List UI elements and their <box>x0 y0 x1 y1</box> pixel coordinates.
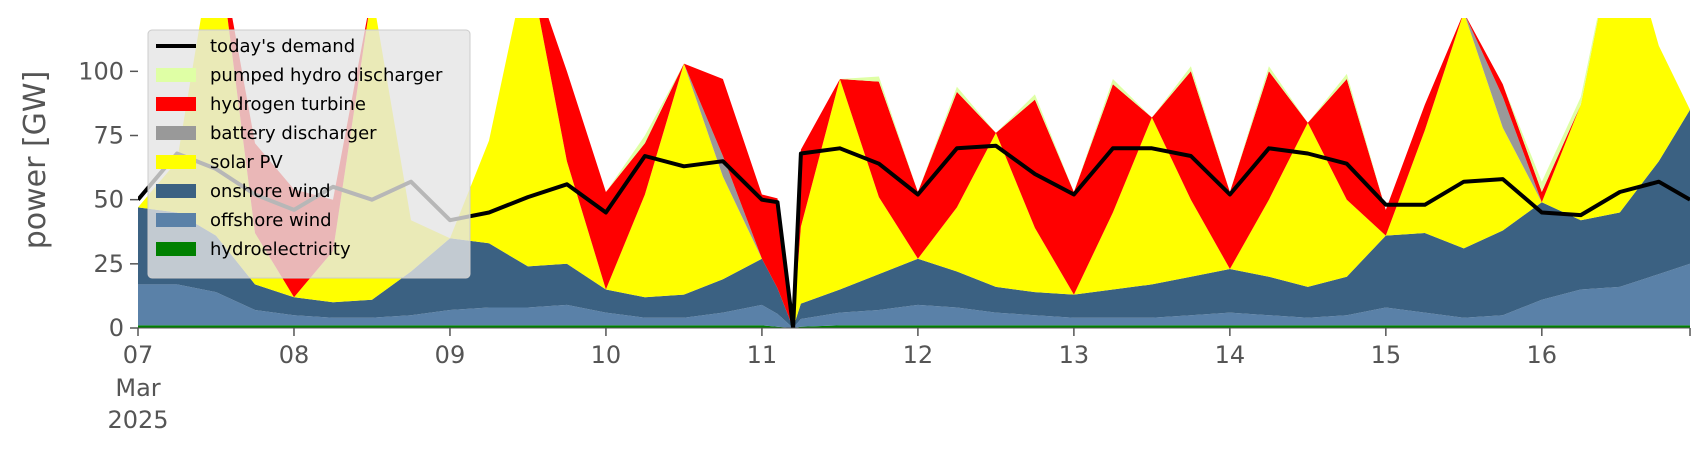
legend-label: onshore wind <box>210 181 331 202</box>
x-tick-label: 07 <box>123 341 154 369</box>
area-solar-pv <box>138 18 1690 328</box>
area-layers <box>138 18 1690 328</box>
x-date-label: Mar <box>115 374 160 402</box>
legend-label: offshore wind <box>210 210 332 231</box>
y-tick-label: 25 <box>93 250 124 278</box>
x-tick-label: 13 <box>1059 341 1090 369</box>
x-tick-label: 15 <box>1371 341 1402 369</box>
area-offshore-wind <box>138 263 1690 328</box>
legend-box <box>147 29 471 279</box>
legend-swatch <box>156 126 196 140</box>
legend-swatch <box>156 242 196 256</box>
x-tick-label: 10 <box>591 341 622 369</box>
legend-label: solar PV <box>210 152 283 173</box>
legend-swatch <box>156 184 196 198</box>
legend: today's demand pumped hydro discharger hyd… <box>147 29 471 279</box>
legend-swatch <box>156 68 196 82</box>
legend-swatch <box>156 213 196 227</box>
legend-label: battery discharger <box>210 123 377 144</box>
x-tick-label: 09 <box>435 341 466 369</box>
legend-label: hydroelectricity <box>210 239 351 260</box>
axes: 0 25 50 75 100 07 08 09 10 11 12 13 14 15 16 Mar 2025 <box>78 57 1691 434</box>
legend-label: pumped hydro discharger <box>210 65 443 86</box>
x-tick-label: 11 <box>747 341 778 369</box>
legend-label: hydrogen turbine <box>210 94 366 115</box>
y-tick-label: 75 <box>93 122 124 150</box>
legend-swatch <box>156 155 196 169</box>
legend-label: today's demand <box>210 36 355 57</box>
x-tick-label: 16 <box>1527 341 1558 369</box>
area-hydroelectricity <box>138 325 1690 328</box>
legend-swatch <box>156 97 196 111</box>
y-tick-label: 50 <box>93 186 124 214</box>
x-tick-label: 08 <box>279 341 310 369</box>
y-tick-label: 0 <box>109 314 124 342</box>
y-axis-label: power [GW] <box>18 71 53 250</box>
x-tick-label: 12 <box>903 341 934 369</box>
x-date-label: 2025 <box>107 406 168 434</box>
y-tick-label: 100 <box>78 57 124 85</box>
x-tick-label: 14 <box>1215 341 1246 369</box>
area-onshore-wind <box>138 109 1690 328</box>
